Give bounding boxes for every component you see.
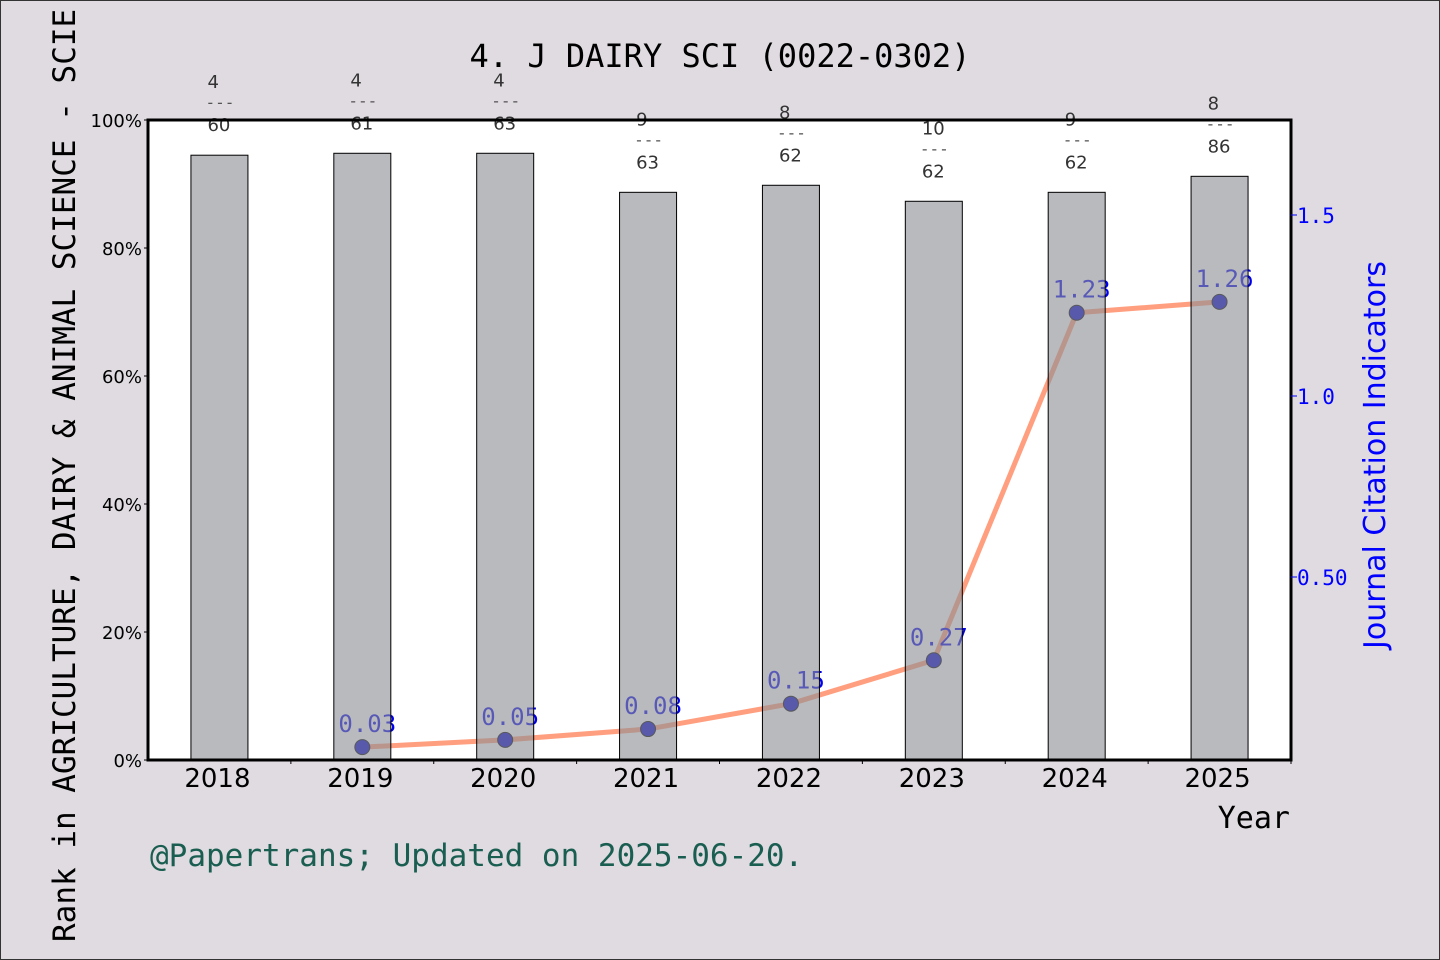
y-left-tick-label: 20% — [102, 623, 142, 644]
bar-2022 — [761, 184, 820, 761]
rank-label-separator: --- — [1206, 114, 1235, 133]
x-tick-label: 2025 — [1184, 764, 1250, 794]
rank-label-numerator: 8 — [779, 102, 790, 123]
bar-2018 — [190, 154, 249, 761]
rank-label-numerator: 8 — [1208, 93, 1219, 114]
bar-2019 — [333, 152, 392, 761]
rank-label-separator: --- — [920, 139, 949, 158]
rank-label-separator: --- — [491, 91, 520, 110]
rank-label-separator: --- — [634, 130, 663, 149]
y-left-tick-label: 60% — [102, 367, 142, 388]
x-tick-label: 2021 — [613, 764, 679, 794]
y-left-tick-label: 100% — [91, 111, 142, 132]
rank-label-total: 62 — [1065, 152, 1088, 173]
x-tick-label: 2024 — [1042, 764, 1108, 794]
rank-label-total: 61 — [350, 113, 373, 134]
rank-label-total: 63 — [493, 113, 516, 134]
rank-label-numerator: 10 — [922, 118, 945, 139]
y-left-tick-label: 0% — [113, 751, 142, 772]
y-right-tick-label: 1.5 — [1297, 204, 1335, 228]
rank-label-total: 63 — [636, 152, 659, 173]
rank-label-numerator: 4 — [350, 70, 361, 91]
x-axis-label: Year — [1218, 801, 1290, 836]
rank-label-total: 86 — [1208, 136, 1231, 157]
chart-title: 4. J DAIRY SCI (0022-0302) — [470, 37, 971, 75]
x-tick-label: 2018 — [184, 764, 250, 794]
rank-label-total: 62 — [779, 145, 802, 166]
x-tick-label: 2023 — [899, 764, 965, 794]
rank-label-separator: --- — [1063, 130, 1092, 149]
y-axis-right-label: Journal Citation Indicators — [1358, 261, 1393, 651]
bar-2020 — [476, 152, 535, 761]
bar-2021 — [619, 191, 678, 761]
rank-label-separator: --- — [348, 91, 377, 110]
bar-2023 — [904, 200, 963, 761]
plot-area — [148, 120, 1291, 760]
rank-label-total: 62 — [922, 161, 945, 182]
x-tick-label: 2022 — [756, 764, 822, 794]
y-right-tick-label: 1.0 — [1297, 385, 1335, 409]
x-tick-label: 2020 — [470, 764, 536, 794]
rank-label-numerator: 4 — [493, 70, 504, 91]
rank-label-separator: --- — [777, 123, 806, 142]
y-left-tick-label: 40% — [102, 495, 142, 516]
y-axis-left-label: Rank in AGRICULTURE, DAIRY & ANIMAL SCIE… — [47, 9, 83, 942]
rank-label-separator: --- — [205, 93, 234, 112]
bar-2024 — [1047, 191, 1106, 761]
rank-label-numerator: 4 — [207, 72, 218, 93]
rank-label-total: 60 — [207, 115, 230, 136]
y-left-tick-label: 80% — [102, 239, 142, 260]
bar-2025 — [1190, 175, 1249, 761]
footer-note: @Papertrans; Updated on 2025-06-20. — [150, 838, 803, 874]
x-tick-label: 2019 — [327, 764, 393, 794]
y-right-tick-label: 0.50 — [1297, 566, 1348, 590]
